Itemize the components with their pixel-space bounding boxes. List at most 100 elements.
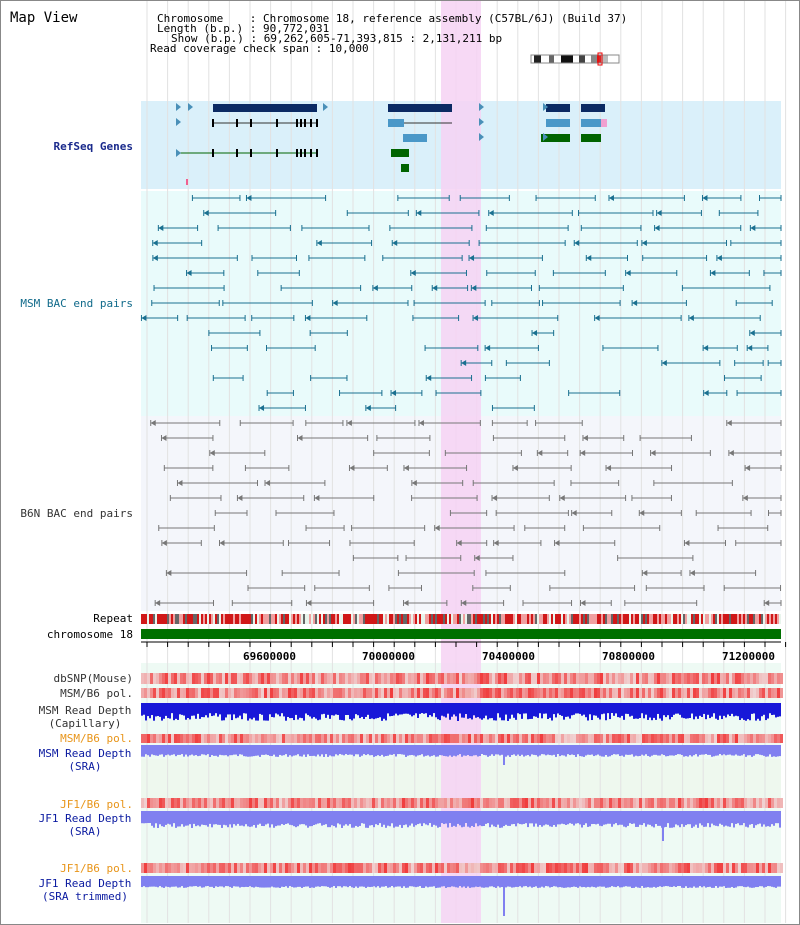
msm-sra-depth-bar	[163, 745, 165, 757]
jf1-sra-depth-bar	[195, 811, 197, 827]
msm-capillary-depth-bar	[321, 703, 323, 715]
track-label-refseq[interactable]: RefSeq Genes	[53, 140, 133, 153]
msm-capillary-depth-bar	[173, 703, 175, 721]
jf1-sra-depth-bar	[413, 811, 415, 827]
jf1-trimmed-depth-bar	[303, 876, 305, 887]
dbsnp-heat-cell	[240, 673, 243, 684]
jf1-b6-pol-heat-cell	[573, 863, 576, 873]
repeat-element	[177, 614, 179, 624]
msm-sra-depth-bar	[689, 745, 691, 756]
msm-sra-depth-bar	[529, 745, 531, 757]
jf1-sra-depth-bar	[407, 811, 409, 828]
msm-capillary-depth-bar	[589, 703, 591, 715]
jf1-trimmed-depth-bar	[331, 876, 333, 888]
repeat-element	[267, 614, 269, 624]
repeat-element	[655, 614, 657, 624]
msm-capillary-depth-bar	[239, 703, 241, 716]
jf1-b6-pol-heat-cell	[288, 863, 291, 873]
msm-b6-pol-heat-cell	[336, 688, 339, 698]
msm-sra-depth-bar	[321, 745, 323, 755]
msm-depth-sra-line1: MSM Read Depth	[38, 747, 132, 760]
jf1-sra-depth-bar	[305, 811, 307, 826]
msm-sra-depth-bar	[237, 745, 239, 757]
track-label-b6n-bac[interactable]: B6N BAC end pairs	[20, 507, 133, 520]
msm-capillary-depth-bar	[725, 703, 727, 718]
msm-capillary-depth-bar	[777, 703, 779, 717]
msm-sra-depth-bar	[571, 745, 573, 755]
dbsnp-heat-cell	[204, 673, 207, 684]
dbsnp-heat-cell	[642, 673, 645, 684]
repeat-element	[415, 614, 417, 624]
msm-sra-depth-bar	[391, 745, 393, 755]
msm-b6-pol-heat-cell	[468, 734, 471, 743]
msm-capillary-depth-bar	[343, 703, 345, 721]
msm-b6-pol-heat-cell	[165, 734, 168, 743]
repeat-element	[757, 614, 759, 624]
dbsnp-heat-cell	[531, 673, 534, 684]
jf1-b6-pol-heat-cell	[699, 863, 702, 873]
jf1-sra-depth-bar	[251, 811, 253, 827]
msm-b6-pol-heat-cell	[258, 734, 261, 743]
repeat-element	[317, 614, 319, 624]
msm-b6-pol-heat-cell	[597, 734, 600, 743]
jf1-b6-pol-heat-cell	[705, 798, 708, 808]
jf1-sra-depth-bar	[421, 811, 423, 827]
msm-b6-pol-heat-cell	[420, 734, 423, 743]
msm-bac-pair-arrow	[747, 345, 753, 351]
jf1-sra-depth-bar	[665, 811, 667, 827]
msm-capillary-depth-bar	[727, 703, 729, 715]
jf1-trimmed-depth-bar	[593, 876, 595, 888]
jf1-b6-pol-heat-cell	[225, 863, 228, 873]
dbsnp-heat-cell	[243, 673, 246, 684]
jf1-sra-depth-bar	[515, 811, 517, 827]
jf1-trimmed-depth-bar	[765, 876, 767, 887]
msm-bac-pair-arrow	[158, 225, 164, 231]
jf1-sra-depth-bar	[595, 811, 597, 825]
jf1-b6-pol-heat-cell	[537, 798, 540, 808]
repeat-element	[567, 614, 569, 624]
msm-b6-pol-heat-cell	[660, 688, 663, 698]
msm-b6-pol-heat-cell	[546, 734, 549, 743]
jf1-b6-pol-heat-cell	[171, 798, 174, 808]
msm-capillary-depth-bar	[721, 703, 723, 720]
msm-capillary-depth-bar	[743, 703, 745, 720]
msm-sra-depth-bar	[363, 745, 365, 755]
jf1-trimmed-depth-bar	[347, 876, 349, 888]
msm-capillary-depth-bar	[577, 703, 579, 714]
jf1-b6-pol-heat-cell	[288, 798, 291, 808]
dbsnp-heat-cell	[408, 673, 411, 684]
msm-b6-pol-heat-cell	[174, 734, 177, 743]
repeat-element	[151, 614, 153, 624]
msm-sra-depth-bar	[457, 745, 459, 756]
msm-capillary-depth-bar	[541, 703, 543, 719]
b6n-bac-pair-arrow	[580, 600, 586, 606]
msm-b6-pol-heat-cell	[630, 688, 633, 698]
jf1-sra-depth-bar	[433, 811, 435, 825]
msm-bac-pair-arrow	[632, 300, 638, 306]
gene-block	[581, 134, 601, 142]
msm-b6-pol-heat-cell	[591, 688, 594, 698]
jf1-b6-pol-heat-cell	[507, 863, 510, 873]
repeat-element	[189, 614, 191, 624]
msm-capillary-depth-bar	[647, 703, 649, 720]
jf1-sra-depth-bar	[685, 811, 687, 826]
jf1-trimmed-depth-bar	[727, 876, 729, 888]
jf1-trimmed-depth-bar	[649, 876, 651, 888]
jf1-trimmed-depth-bar	[479, 876, 481, 887]
jf1-sra-depth-bar	[597, 811, 599, 824]
msm-sra-depth-bar	[257, 745, 259, 756]
msm-b6-pol-heat-cell	[528, 688, 531, 698]
msm-bac-pair-arrow	[608, 195, 614, 201]
track-label-msm-bac[interactable]: MSM BAC end pairs	[20, 297, 133, 310]
jf1-b6-pol-heat-cell	[684, 798, 687, 808]
jf1-b6-pol-heat-cell	[555, 798, 558, 808]
msm-b6-pol-heat-cell	[555, 734, 558, 743]
msm-capillary-depth-bar	[525, 703, 527, 714]
msm-b6-pol-heat-cell	[186, 734, 189, 743]
jf1-trimmed-depth-bar	[221, 876, 223, 887]
msm-b6-pol-heat-cell	[351, 688, 354, 698]
msm-b6-pol-heat-cell	[228, 734, 231, 743]
msm-sra-depth-bar	[303, 745, 305, 755]
dbsnp-heat-cell	[777, 673, 780, 684]
